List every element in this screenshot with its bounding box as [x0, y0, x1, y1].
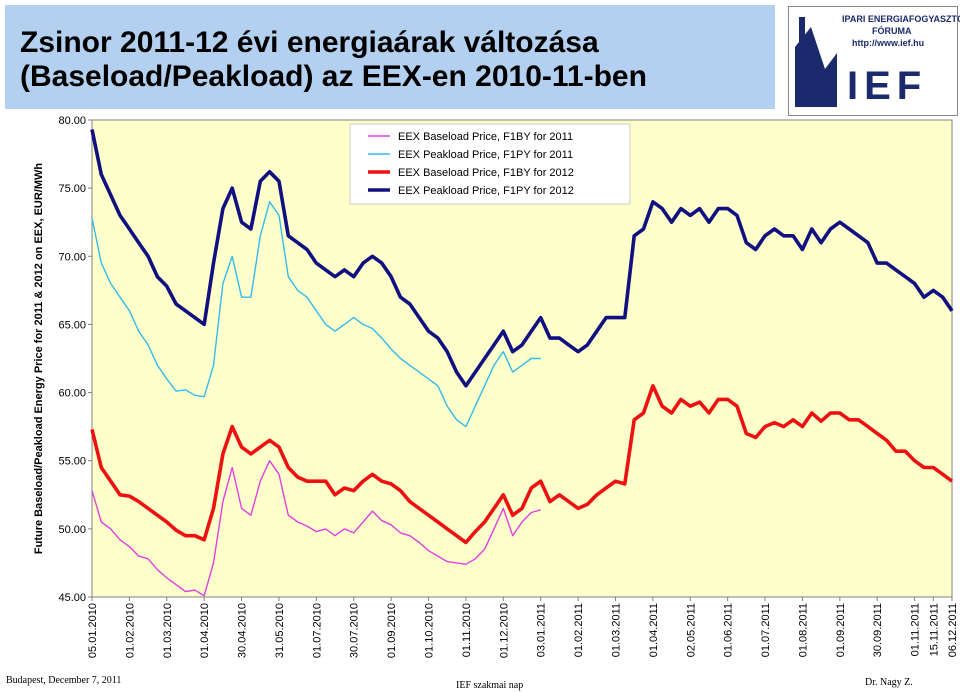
x-tick-label: 15.11.2011	[928, 603, 940, 656]
ief-logo: IEF	[788, 6, 958, 116]
legend-box	[349, 123, 631, 205]
legend-label: EEX Peakload Price, F1PY for 2012	[398, 185, 574, 197]
factory-silhouette-icon	[795, 27, 837, 107]
y-tick-label: 45.00	[58, 592, 86, 604]
title-line-1: Zsinor 2011-12 évi energiaárak változása	[20, 26, 599, 59]
chimney-icon	[799, 17, 805, 43]
x-tick-label: 01.12.2010	[498, 603, 510, 658]
title-line-2: (Baseload/Peakload) az EEX-en 2010-11-be…	[20, 60, 647, 93]
series-line-2	[91, 201, 541, 428]
footer-left: Budapest, December 7, 2011	[6, 675, 122, 686]
x-tick-label: 02.05.2011	[685, 603, 697, 657]
legend-label: EEX Baseload Price, F1BY for 2012	[398, 167, 574, 179]
x-tick-label: 30.07.2010	[349, 603, 361, 658]
x-tick-label: 01.06.2011	[723, 603, 735, 657]
legend-label: EEX Peakload Price, F1PY for 2011	[398, 149, 573, 161]
legend-label: EEX Baseload Price, F1BY for 2011	[398, 131, 573, 143]
y-tick-label: 60.00	[58, 388, 86, 400]
x-tick-label: 01.08.2011	[797, 603, 809, 657]
x-tick-label: 01.02.2011	[573, 603, 585, 657]
x-tick-label: 05.01.2010	[87, 603, 99, 658]
x-tick-label: 01.04.2011	[648, 603, 660, 657]
x-tick-label: 01.02.2010	[124, 603, 136, 658]
x-tick-label: 03.01.2011	[536, 603, 548, 657]
x-tick-label: 01.04.2010	[199, 603, 211, 658]
series-line-4	[90, 129, 954, 388]
logo-line-1: IPARI ENERGIAFOGYASZTÓK	[842, 14, 960, 24]
title-banner	[5, 5, 775, 109]
ief-logo-mark: IEF	[795, 17, 927, 108]
y-tick-label: 50.00	[58, 524, 86, 536]
x-tick-label: 01.07.2011	[760, 603, 772, 657]
y-axis-label: Future Baseload/Peakload Energy Price fo…	[33, 163, 45, 555]
page-title: Zsinor 2011-12 évi energiaárak változása…	[20, 26, 647, 94]
x-tick-label: 30.09.2011	[872, 603, 884, 657]
footer-center: IEF szakmai nap	[456, 680, 524, 691]
y-tick-label: 80.00	[58, 115, 86, 127]
ief-logo-letters: IEF	[847, 64, 927, 108]
x-tick-label: 01.11.2010	[461, 603, 473, 657]
x-tick-label: 01.10.2010	[424, 603, 436, 658]
y-tick-label: 55.00	[58, 456, 86, 468]
y-tick-label: 65.00	[58, 319, 86, 331]
x-tick-label: 01.03.2010	[162, 603, 174, 658]
x-tick-label: 01.09.2010	[386, 603, 398, 658]
x-tick-label: 31.05.2010	[274, 603, 286, 658]
x-tick-label: 01.11.2011	[910, 603, 922, 656]
series-line-1	[91, 460, 541, 597]
series-line-3	[90, 384, 954, 545]
x-tick-label: 01.09.2011	[835, 603, 847, 657]
x-tick-label: 30.04.2010	[237, 603, 249, 658]
x-tick-label: 06.12.2011	[947, 603, 959, 657]
logo-url: http://www.ief.hu	[852, 38, 925, 48]
footer-right: Dr. Nagy Z.	[865, 677, 913, 688]
y-tick-label: 75.00	[58, 183, 86, 195]
logo-line-2: FÓRUMA	[872, 26, 912, 36]
x-tick-label: 01.03.2011	[610, 603, 622, 657]
x-tick-label: 01.07.2010	[311, 603, 323, 658]
y-tick-label: 70.00	[58, 251, 86, 263]
